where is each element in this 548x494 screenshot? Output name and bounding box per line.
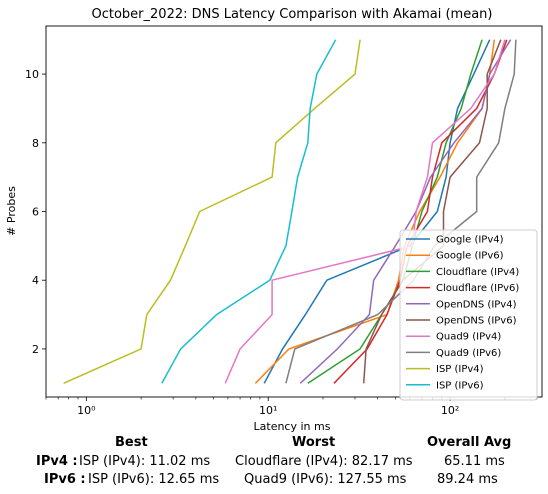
legend-label: ISP (IPv4) [436,364,484,375]
x-tick-label: 10² [441,404,459,417]
summary-row-ipv6-avg: 89.24 ms [437,472,498,487]
legend-label: OpenDNS (IPv4) [436,299,517,310]
x-axis-label: Latency in ms [254,420,331,432]
summary-table: Best Worst Overall Avg IPv4 : ISP (IPv4)… [0,432,548,494]
series-line-7 [285,39,517,384]
legend-label: Cloudflare (IPv4) [436,267,519,278]
legend-label: Cloudflare (IPv6) [436,283,519,294]
legend-box [399,229,538,401]
chart-title: October_2022: DNS Latency Comparison wit… [92,7,493,22]
legend-label: Quad9 (IPv6) [436,348,501,359]
summary-row-ipv4-worst: Cloudflare (IPv4): 82.17 ms [235,454,413,469]
legend: Google (IPv4) Google (IPv6) Cloudflare (IP… [399,229,538,401]
summary-row-ipv6-best: ISP (IPv6): 12.65 ms [88,472,220,487]
series-line-0 [263,39,491,384]
legend-label: Google (IPv4) [436,235,504,246]
summary-row-ipv6-worst: Quad9 (IPv6): 127.55 ms [244,472,407,487]
summary-header-avg: Overall Avg [427,435,512,450]
summary-row-ipv6-label: IPv6 : [44,472,86,487]
summary-header-worst: Worst [292,435,336,450]
y-axis-label: # Probes [5,186,18,236]
summary-row-ipv4-best: ISP (IPv4): 11.02 ms [79,454,211,469]
x-tick-label: 10¹ [259,404,277,417]
series-line-5 [362,39,502,384]
summary-row-ipv4-label: IPv4 : [36,454,78,469]
summary-row-ipv4-avg: 65.11 ms [444,454,505,469]
series-line-2 [307,39,483,384]
legend-label: OpenDNS (IPv6) [436,316,517,327]
x-tick-label: 10⁰ [77,404,96,417]
series-line-3 [333,39,508,384]
y-tick-label: 6 [32,206,39,219]
legend-label: ISP (IPv6) [436,380,484,391]
legend-label: Quad9 (IPv4) [436,332,501,343]
y-tick-label: 8 [32,137,39,150]
legend-label: Google (IPv6) [436,251,504,262]
series-line-9 [161,39,337,384]
summary-header-best: Best [115,435,148,450]
y-tick-label: 4 [32,274,39,287]
series-line-6 [224,39,506,384]
y-tick-label: 10 [25,68,39,81]
chart: October_2022: DNS Latency Comparison wit… [5,7,543,432]
series-line-8 [63,39,361,384]
y-tick-label: 2 [32,343,39,356]
